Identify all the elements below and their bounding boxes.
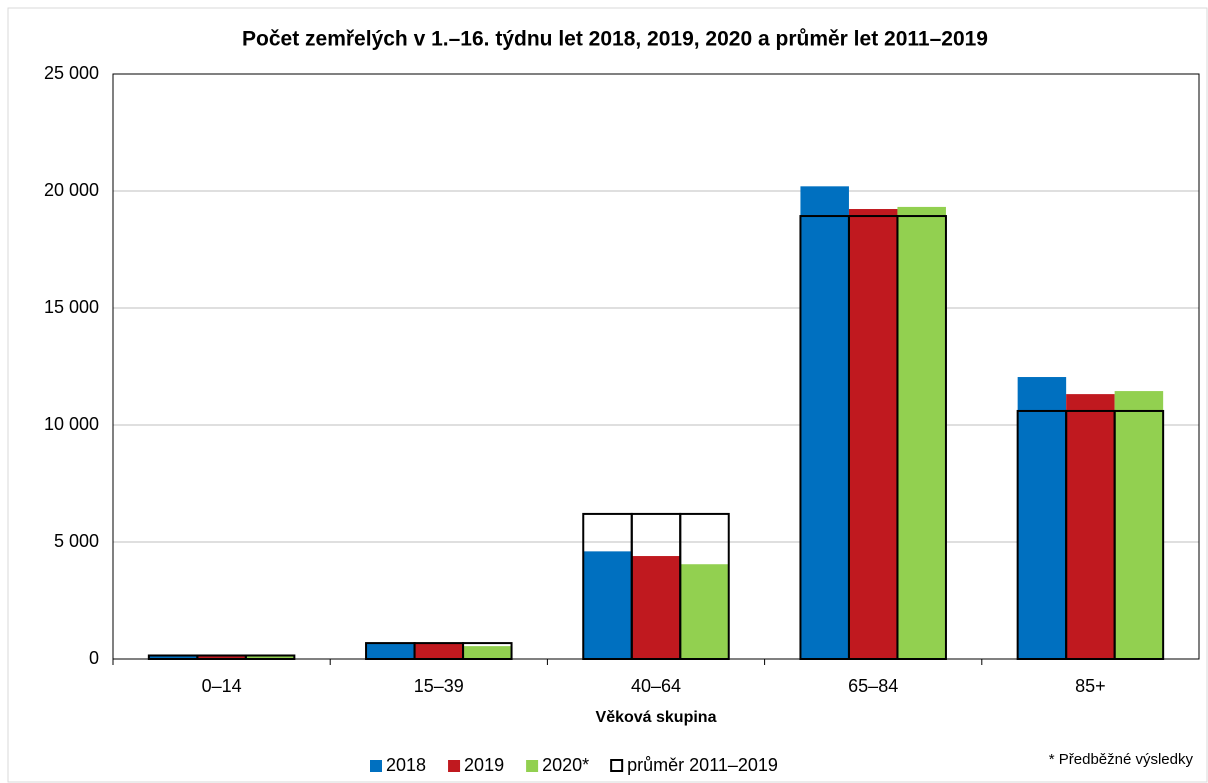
x-tick-label: 40–64 — [631, 676, 681, 696]
legend-swatch — [526, 760, 539, 772]
bar — [848, 209, 898, 659]
bar — [366, 643, 415, 659]
bar — [1017, 377, 1067, 659]
legend-label: 2020* — [542, 755, 589, 775]
x-tick-label: 0–14 — [202, 676, 242, 696]
legend-label: 2019 — [464, 755, 504, 775]
x-axis-title: Věková skupina — [596, 709, 717, 726]
average-outline — [896, 215, 947, 660]
legend-label: průměr 2011–2019 — [627, 755, 778, 775]
x-tick-label: 85+ — [1075, 676, 1106, 696]
average-outline — [462, 642, 513, 661]
bar — [245, 656, 295, 659]
y-tick-label: 15 000 — [44, 297, 99, 317]
bar — [631, 556, 681, 659]
bar — [197, 655, 246, 659]
x-tick-label: 65–84 — [848, 676, 898, 696]
bar — [680, 564, 729, 659]
bar — [583, 551, 632, 659]
chart-title: Počet zemřelých v 1.–16. týdnu let 2018,… — [242, 28, 988, 51]
bar — [414, 643, 464, 659]
bar — [463, 646, 512, 659]
legend-swatch — [610, 759, 624, 772]
average-outline — [244, 654, 296, 660]
legend-swatch — [448, 760, 461, 772]
legend-swatch — [370, 760, 382, 772]
chart-frame — [7, 7, 1208, 783]
bar — [800, 186, 849, 659]
average-outline — [679, 512, 730, 660]
bar — [1066, 394, 1115, 659]
y-tick-label: 25 000 — [44, 63, 99, 83]
y-tick-label: 20 000 — [44, 180, 99, 200]
bar — [1114, 391, 1164, 659]
bar — [897, 206, 946, 660]
footnote: * Předběžné výsledky — [1049, 751, 1194, 768]
legend-label: 2018 — [386, 755, 426, 775]
average-outline — [1113, 409, 1165, 660]
y-tick-label: 5 000 — [54, 531, 99, 551]
y-tick-label: 0 — [89, 648, 99, 668]
x-tick-label: 15–39 — [414, 676, 464, 696]
bar — [148, 655, 198, 659]
y-tick-label: 10 000 — [44, 414, 99, 434]
